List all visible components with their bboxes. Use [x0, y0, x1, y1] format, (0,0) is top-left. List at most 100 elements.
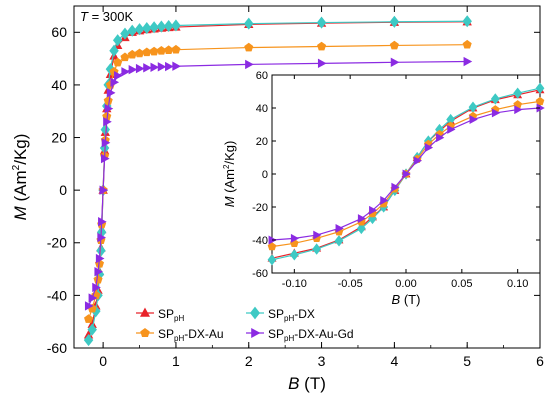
- main-x-tick-label: 6: [536, 353, 544, 369]
- inset-y-tick-label: -20: [252, 202, 268, 214]
- main-series-1-point: [120, 27, 130, 40]
- inset-y-axis-title: M (Am2/Kg): [222, 141, 237, 208]
- svg-text:SPpH-DX: SPpH-DX: [268, 307, 315, 323]
- inset-series-1-point: [490, 93, 500, 105]
- inset-y-tick-label: 60: [256, 70, 268, 82]
- inset-x-tick-label: -0.10: [282, 278, 307, 290]
- inset-series-1-point: [356, 222, 366, 235]
- main-series-2-point: [462, 39, 472, 49]
- main-series-2-point: [389, 40, 399, 50]
- inset-plot-marks: [267, 82, 545, 266]
- inset-series-3-point: [436, 133, 445, 143]
- inset-y-tick-label: 20: [256, 136, 268, 148]
- inset-series-1-point: [535, 82, 545, 94]
- main-series-2-point: [317, 41, 327, 51]
- main-series-3-point: [110, 77, 120, 87]
- legend-swatch-marker: [139, 307, 151, 317]
- main-series-1-point: [96, 244, 106, 257]
- main-series-3-point: [128, 64, 138, 75]
- main-series-3-point: [88, 293, 98, 303]
- main-series-1-point: [462, 15, 472, 28]
- main-series-3-point: [172, 61, 181, 71]
- inset-y-tick-label: -40: [252, 235, 268, 247]
- main-series-3-point: [165, 61, 174, 72]
- main-series-3-point: [101, 138, 111, 148]
- main-series-3-point: [84, 301, 94, 311]
- main-plot-axes: 0 1 2 3 4 5 6 -60 -40 -20 0 20 40 60: [47, 6, 544, 369]
- main-series-1-point: [134, 23, 145, 36]
- main-series-1-point: [109, 44, 119, 57]
- inset-series-1-point: [334, 235, 344, 247]
- main-series-1-point: [83, 334, 94, 347]
- inset-series-3-point: [424, 143, 434, 153]
- inset-series-3-point: [357, 214, 367, 224]
- inset-series-3-point: [380, 195, 389, 205]
- main-x-tick-label: 5: [463, 353, 471, 369]
- main-y-tick-label: -40: [47, 287, 67, 303]
- main-series-1-point: [112, 34, 123, 47]
- main-series-3-point: [245, 59, 254, 70]
- x-axis-title: B (T): [288, 374, 326, 393]
- main-series-1-point: [171, 19, 181, 32]
- svg-text:SPpH: SPpH: [158, 307, 184, 323]
- main-series-2-point: [113, 57, 123, 67]
- main-series-3-point: [97, 232, 106, 243]
- main-series-2-point: [171, 44, 181, 54]
- inset-y-tick-label: 0: [262, 169, 268, 181]
- main-series-3-point: [98, 217, 107, 227]
- main-series-3: [84, 56, 473, 311]
- main-series-3-point: [143, 63, 152, 73]
- main-series-3-point: [99, 185, 109, 195]
- inset-series-3-point: [391, 182, 400, 192]
- legend-swatch-marker: [140, 327, 150, 338]
- main-y-tick-label: 20: [51, 129, 67, 145]
- inset-series-3-point: [402, 169, 411, 179]
- svg-text:SPpH-DX-Au-Gd: SPpH-DX-Au-Gd: [268, 327, 354, 343]
- main-series-1-point: [149, 21, 159, 34]
- inset-x-tick-label: 0.05: [451, 278, 472, 290]
- main-series-3-point: [114, 71, 123, 81]
- inset-y-tick-label: -60: [252, 268, 268, 280]
- main-series-3-point: [100, 153, 110, 164]
- main-series-3-point: [94, 267, 104, 277]
- inset-series-1-point: [267, 254, 277, 266]
- main-series-1-point: [163, 19, 174, 33]
- inset-series-2-point: [267, 242, 277, 251]
- legend-item-sp-ph: SPpH: [136, 307, 184, 323]
- inset-series-3-point: [335, 223, 344, 233]
- main-series-1-point: [389, 15, 400, 28]
- main-series-3-point: [390, 57, 400, 67]
- inset-series-3-point: [491, 108, 501, 118]
- main-series-3-point: [157, 62, 167, 72]
- inset-x-tick-label: -0.05: [338, 278, 363, 290]
- legend-item-sp-ph-dx-au-gd: SPpH-DX-Au-Gd: [246, 327, 354, 343]
- main-series-2-point: [244, 42, 254, 52]
- inset-plot: -0.10 -0.05 0.00 0.05 0.10 -60 -40 -20 0 20 40 60 B…: [222, 70, 545, 307]
- main-y-tick-label: 60: [51, 24, 67, 40]
- main-series-1-point: [142, 22, 152, 35]
- main-x-tick-label: 3: [318, 353, 326, 369]
- main-series-3-point: [103, 117, 112, 127]
- main-series-2-point: [84, 314, 94, 323]
- main-y-tick-label: 0: [59, 182, 67, 198]
- main-series-3-point: [150, 62, 160, 72]
- inset-series-1-point: [513, 87, 523, 99]
- legend: SPpH SPpH-DX SPpH-DX-Au SPpH-DX-Au-Gd: [136, 306, 354, 343]
- main-plot-marks: [83, 15, 473, 347]
- legend-swatch-marker: [250, 306, 260, 320]
- main-series-3-point: [463, 56, 473, 67]
- main-series-1-point: [316, 16, 327, 29]
- main-x-tick-label: 4: [390, 353, 398, 369]
- main-series-3-point: [106, 88, 116, 98]
- main-y-tick-label: -60: [47, 340, 67, 356]
- inset-series-2-point: [535, 96, 545, 106]
- inset-series-3-point: [514, 105, 523, 115]
- inset-x-tick-label: 0.00: [395, 278, 416, 290]
- inset-series-1-point: [289, 249, 299, 261]
- main-series-3-point: [135, 63, 145, 74]
- legend-item-sp-ph-dx: SPpH-DX: [246, 306, 315, 323]
- inset-x-axis-title: B (T): [392, 292, 421, 307]
- main-series-1-point: [244, 17, 254, 30]
- main-series-1-point: [156, 20, 167, 33]
